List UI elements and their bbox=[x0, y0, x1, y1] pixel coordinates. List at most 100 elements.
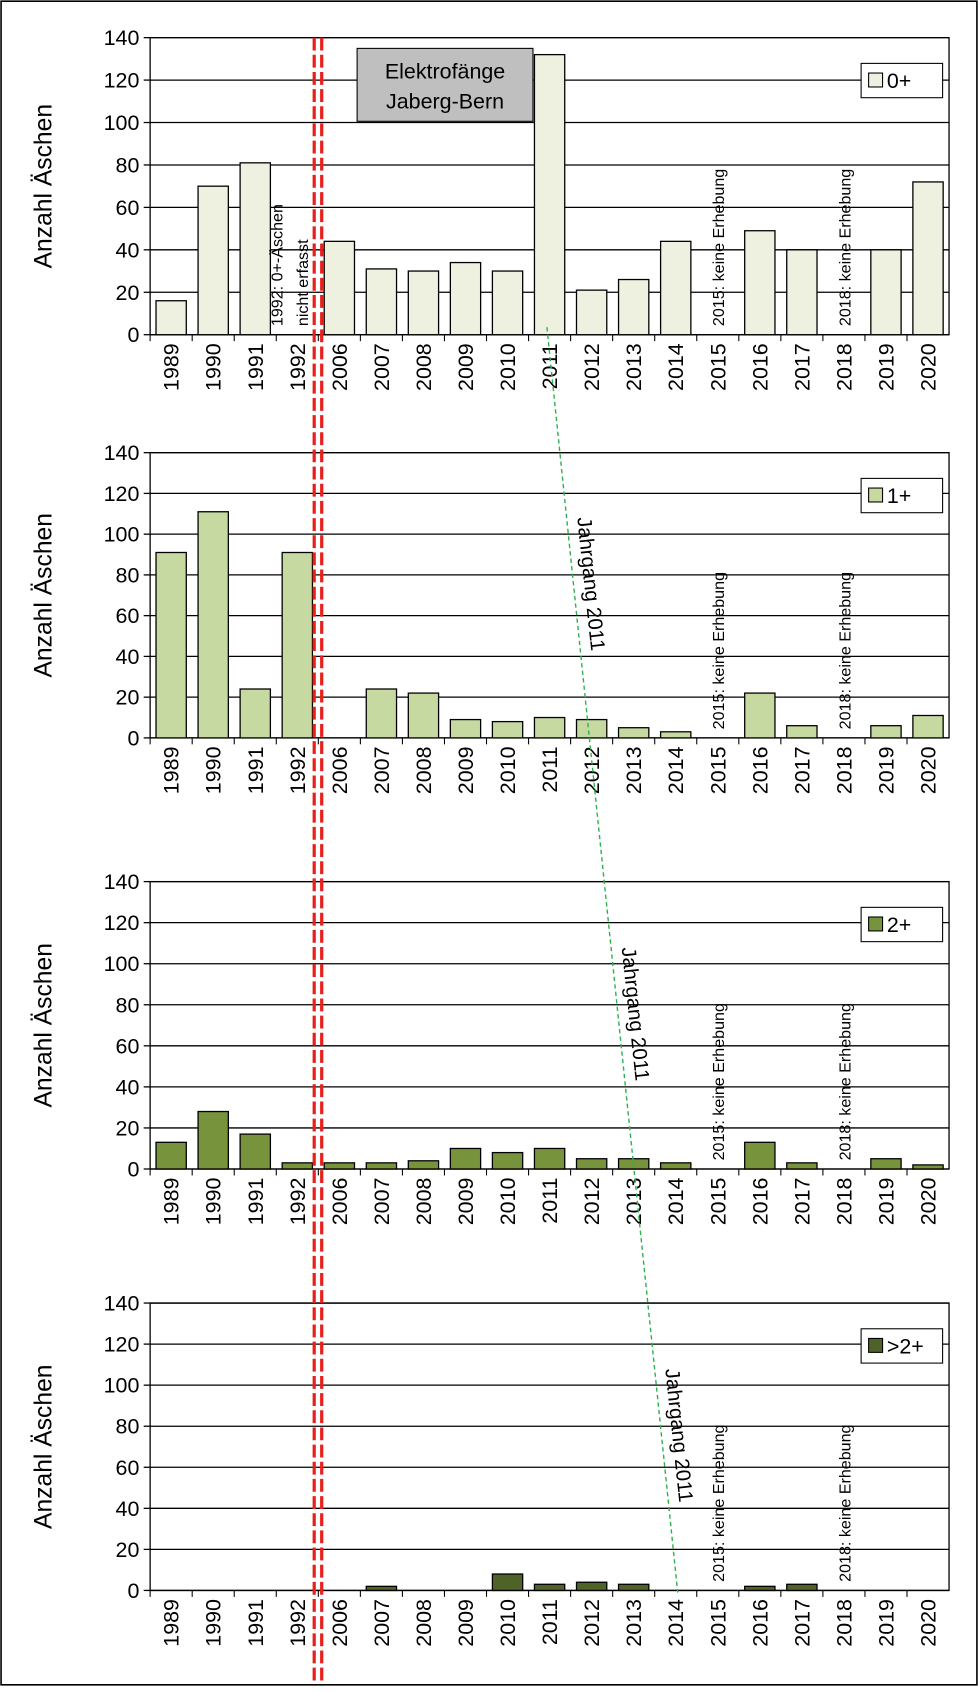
bar bbox=[197, 185, 229, 336]
legend: 1+ bbox=[860, 477, 944, 514]
x-tick-label: 2018 bbox=[832, 1178, 856, 1226]
x-tick-label: 1992 bbox=[286, 746, 310, 794]
bar bbox=[744, 1585, 776, 1592]
x-tick-label: 2011 bbox=[538, 343, 562, 389]
y-tick-label: 20 bbox=[116, 1538, 140, 1562]
bar bbox=[744, 1141, 776, 1170]
bar bbox=[575, 1158, 608, 1170]
x-tick-label: 1989 bbox=[160, 1599, 184, 1647]
x-tick-label: 2011 bbox=[538, 746, 562, 792]
gap-note: 2018: keine Erhebung bbox=[836, 572, 854, 729]
x-tick-label: 2020 bbox=[917, 343, 941, 391]
x-tick-label: 2008 bbox=[412, 1178, 436, 1226]
x-tick-label: 2007 bbox=[370, 343, 394, 391]
bar bbox=[449, 261, 482, 336]
legend-label: 2+ bbox=[887, 913, 911, 937]
x-tick-label: 1989 bbox=[160, 343, 184, 391]
y-tick-label: 0 bbox=[127, 726, 139, 750]
bar bbox=[786, 1583, 818, 1592]
bar bbox=[870, 1158, 902, 1170]
y-tick-label: 120 bbox=[104, 911, 140, 935]
x-tick-label: 1989 bbox=[160, 746, 184, 794]
title-box-label: Elektrofänge bbox=[385, 59, 505, 83]
x-tick-label: 1991 bbox=[244, 1178, 268, 1226]
bar bbox=[155, 551, 187, 739]
bar bbox=[659, 240, 692, 336]
y-tick-label: 0 bbox=[127, 323, 139, 347]
bar bbox=[239, 688, 272, 739]
x-tick-label: 2010 bbox=[496, 1599, 520, 1647]
bar bbox=[365, 1585, 398, 1592]
gap-note: 2018: keine Erhebung bbox=[836, 169, 854, 326]
legend: >2+ bbox=[860, 1328, 944, 1364]
y-tick-label: 60 bbox=[116, 604, 140, 628]
legend-box bbox=[860, 62, 944, 99]
bar bbox=[533, 1147, 566, 1170]
y-tick-label: 20 bbox=[116, 281, 140, 305]
bar bbox=[533, 53, 566, 336]
y-tick-label: 80 bbox=[116, 153, 140, 177]
x-tick-label: 2017 bbox=[790, 343, 814, 391]
bar bbox=[744, 692, 776, 739]
x-tick-label: 1991 bbox=[244, 746, 268, 794]
x-tick-label: 1991 bbox=[244, 343, 268, 391]
bar bbox=[533, 716, 566, 739]
bar bbox=[617, 278, 650, 336]
x-tick-label: 2009 bbox=[454, 1599, 478, 1647]
y-tick-label: 40 bbox=[116, 645, 140, 669]
bar bbox=[155, 1141, 187, 1170]
bar bbox=[617, 1583, 650, 1592]
bar bbox=[491, 1573, 524, 1592]
cohort-line bbox=[546, 327, 679, 1593]
bar bbox=[870, 249, 902, 336]
y-tick-label: 60 bbox=[116, 1034, 140, 1058]
gap-note: 2015: keine Erhebung bbox=[710, 572, 728, 729]
y-tick-label: 140 bbox=[104, 26, 140, 50]
x-tick-label: 2020 bbox=[917, 1178, 941, 1226]
x-tick-label: 1992 bbox=[286, 343, 310, 391]
x-tick-label: 2008 bbox=[412, 746, 436, 794]
bar bbox=[197, 1110, 229, 1170]
y-tick-label: 20 bbox=[116, 686, 140, 710]
gap-note: 2015: keine Erhebung bbox=[710, 169, 728, 326]
y-tick-label: 40 bbox=[116, 238, 140, 262]
y-tick-label: 100 bbox=[104, 111, 140, 135]
missing-note: nicht erfasst bbox=[294, 239, 312, 326]
x-tick-label: 2009 bbox=[454, 746, 478, 794]
y-tick-label: 80 bbox=[116, 993, 140, 1017]
x-tick-label: 2020 bbox=[917, 1599, 941, 1647]
x-tick-label: 1990 bbox=[202, 1599, 226, 1647]
bar bbox=[786, 249, 818, 336]
legend-swatch bbox=[868, 487, 884, 503]
bar bbox=[912, 714, 944, 739]
bar bbox=[365, 1162, 398, 1170]
x-tick-label: 1992 bbox=[286, 1599, 310, 1647]
x-tick-label: 2007 bbox=[370, 1178, 394, 1226]
x-tick-label: 2016 bbox=[748, 1599, 772, 1647]
bar bbox=[239, 162, 272, 336]
x-tick-label: 2016 bbox=[748, 1178, 772, 1226]
bar bbox=[449, 718, 482, 739]
bar bbox=[281, 551, 314, 739]
bar bbox=[744, 230, 776, 336]
x-tick-label: 1990 bbox=[202, 1178, 226, 1226]
x-tick-label: 1989 bbox=[160, 1178, 184, 1226]
x-tick-label: 2019 bbox=[874, 1178, 898, 1226]
x-tick-label: 2014 bbox=[664, 746, 688, 794]
bar bbox=[491, 720, 524, 739]
x-tick-label: 2016 bbox=[748, 343, 772, 391]
x-tick-label: 2007 bbox=[370, 1599, 394, 1647]
bar bbox=[533, 1583, 566, 1592]
x-tick-label: 2017 bbox=[790, 1599, 814, 1647]
y-axis-label: Anzahl Äschen bbox=[30, 513, 57, 677]
y-tick-label: 140 bbox=[104, 870, 140, 894]
bar bbox=[281, 1162, 314, 1170]
bar bbox=[575, 289, 608, 336]
x-tick-label: 2006 bbox=[328, 746, 352, 794]
gap-note: 2015: keine Erhebung bbox=[710, 1003, 728, 1160]
x-tick-label: 1992 bbox=[286, 1178, 310, 1226]
y-tick-label: 140 bbox=[104, 1292, 140, 1316]
title-box bbox=[356, 47, 534, 122]
legend-swatch bbox=[868, 916, 884, 932]
